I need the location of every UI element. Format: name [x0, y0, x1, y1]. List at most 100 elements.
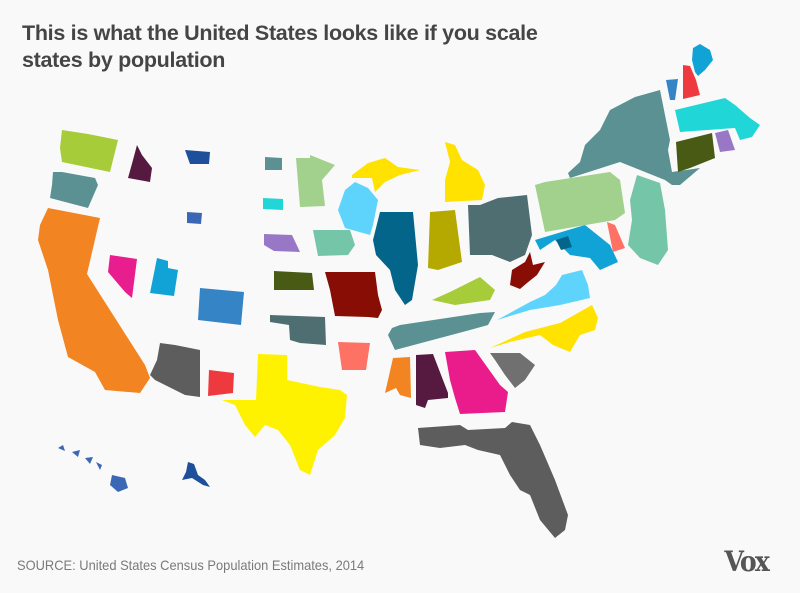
state-shape: [325, 272, 382, 318]
state-ny: [568, 90, 700, 185]
state-ks: [274, 271, 314, 290]
state-shape: [187, 212, 202, 224]
state-shape: [338, 182, 378, 235]
state-shape: [108, 255, 137, 298]
state-shape: [110, 475, 128, 492]
state-ky: [432, 277, 495, 305]
state-shape: [468, 195, 532, 262]
state-shape: [150, 258, 178, 296]
state-wy: [187, 212, 202, 224]
state-id: [128, 145, 152, 182]
state-ok: [270, 315, 326, 345]
state-co: [198, 288, 244, 325]
state-shape: [72, 450, 80, 457]
state-shape: [85, 457, 93, 464]
state-ms: [385, 357, 411, 398]
state-nh: [683, 65, 700, 99]
state-shape: [676, 133, 715, 172]
state-shape: [150, 343, 200, 397]
state-shape: [490, 353, 535, 388]
state-nd: [265, 157, 282, 170]
state-shape: [445, 350, 508, 414]
state-mi: [352, 142, 485, 202]
state-shape: [128, 145, 152, 182]
state-ut: [150, 258, 178, 296]
state-shape: [208, 370, 234, 396]
state-nj: [628, 175, 668, 265]
state-shape: [628, 175, 668, 265]
title-line-1: This is what the United States looks lik…: [22, 21, 538, 45]
state-shape: [185, 150, 210, 164]
state-shape: [313, 230, 355, 256]
state-shape: [265, 157, 282, 170]
state-shape: [692, 44, 713, 76]
state-de: [607, 222, 625, 252]
state-ma: [675, 98, 760, 140]
state-shape: [556, 236, 572, 250]
state-wa: [60, 130, 118, 172]
state-md: [535, 225, 618, 270]
state-shape: [38, 208, 150, 393]
state-shape: [715, 130, 735, 152]
state-ga: [445, 350, 508, 414]
state-ak: [182, 462, 210, 487]
state-fl: [418, 422, 568, 538]
source-note: SOURCE: United States Census Population …: [17, 557, 365, 573]
state-nv: [108, 255, 137, 298]
state-ia: [313, 230, 355, 256]
state-pa: [535, 172, 625, 232]
state-shape: [385, 357, 411, 398]
state-tn: [388, 312, 495, 350]
state-tx: [222, 354, 347, 475]
state-shape: [198, 288, 244, 325]
state-in: [428, 210, 462, 270]
state-shape: [675, 98, 760, 140]
state-shape: [50, 172, 98, 208]
state-shape: [535, 172, 625, 232]
state-va: [497, 270, 590, 320]
state-shape: [58, 445, 65, 451]
state-shape: [497, 270, 590, 320]
state-shape: [274, 271, 314, 290]
state-shape: [263, 198, 283, 210]
state-ri: [715, 130, 735, 152]
state-il: [373, 212, 418, 305]
state-or: [50, 172, 98, 208]
vox-logo: Vox: [724, 545, 769, 578]
state-mo: [325, 272, 382, 318]
state-shape: [607, 222, 625, 252]
state-shape: [222, 354, 347, 475]
state-shape: [445, 142, 485, 202]
state-shape: [568, 90, 700, 185]
state-oh: [468, 195, 532, 262]
state-shape: [352, 158, 420, 192]
state-shape: [388, 312, 495, 350]
state-shape: [666, 79, 678, 100]
state-shape: [428, 210, 462, 270]
state-shape: [373, 212, 418, 305]
state-al: [416, 354, 448, 408]
state-shape: [510, 252, 545, 289]
state-me: [692, 44, 713, 76]
state-wi: [338, 182, 378, 235]
state-shape: [535, 225, 618, 270]
state-ar: [338, 342, 370, 370]
state-ca: [38, 208, 150, 393]
state-sd: [263, 198, 283, 210]
state-nm: [208, 370, 234, 396]
state-shape: [182, 462, 210, 487]
state-shape: [264, 234, 300, 252]
state-shape: [338, 342, 370, 370]
state-hi: [58, 445, 128, 492]
state-ct: [676, 133, 715, 172]
state-wv: [510, 252, 545, 289]
state-shape: [60, 130, 118, 172]
state-dc: [556, 236, 572, 250]
state-shape: [296, 155, 335, 207]
state-shape: [96, 462, 102, 470]
state-mn: [296, 155, 335, 207]
chart-title: This is what the United States looks lik…: [22, 20, 622, 74]
state-shape: [432, 277, 495, 305]
